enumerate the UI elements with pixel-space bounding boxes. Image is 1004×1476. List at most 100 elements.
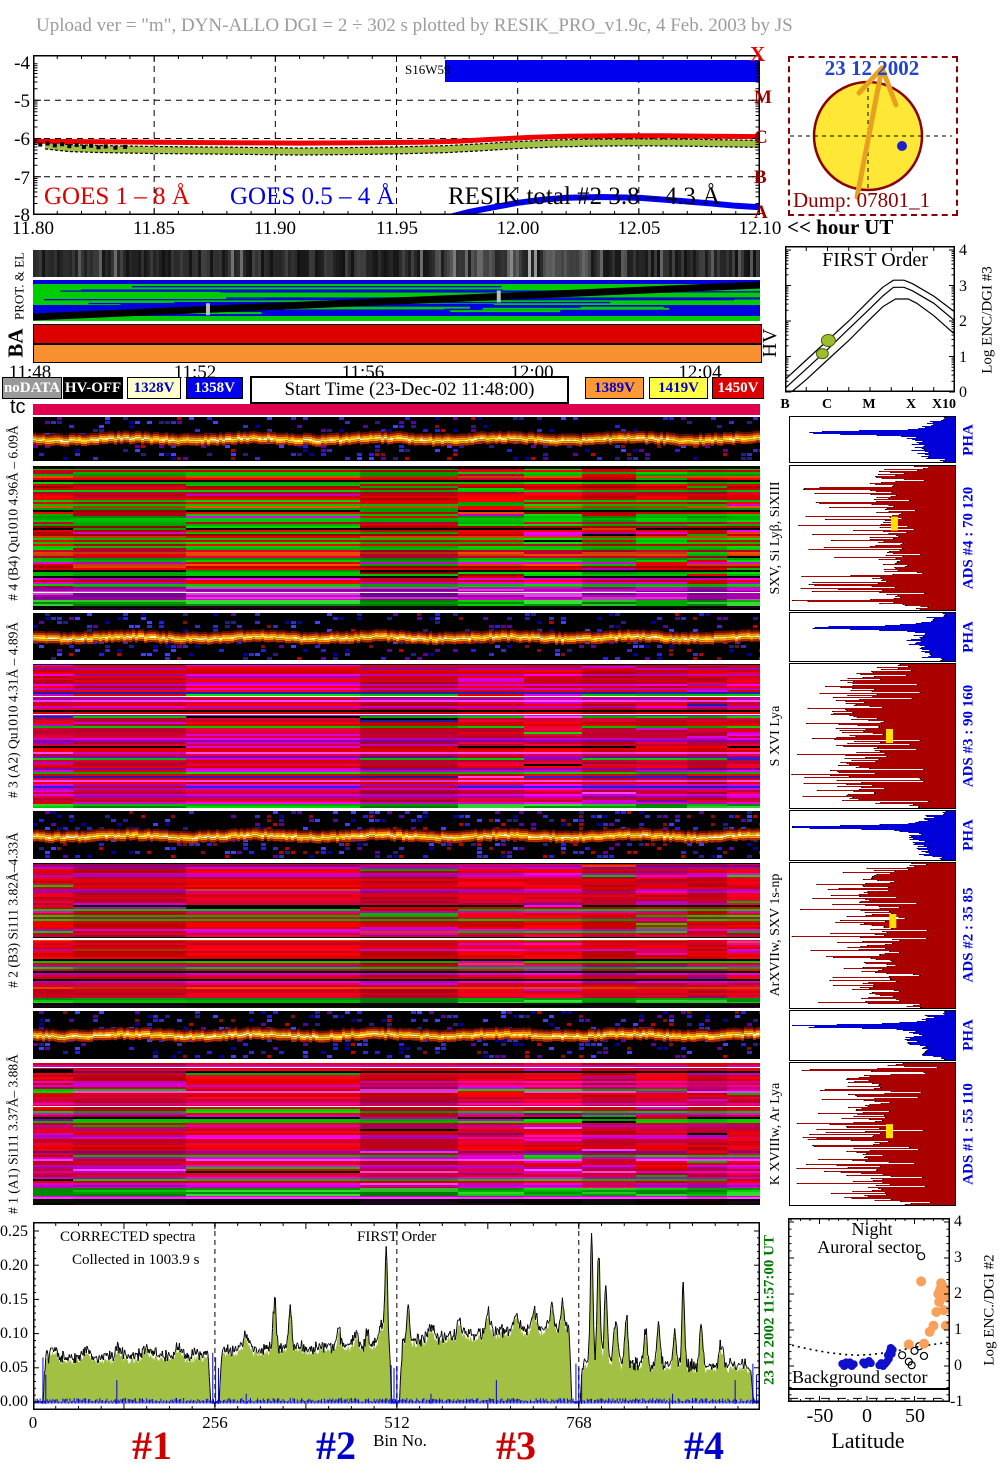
- spec-ytick: 0.10: [0, 1325, 28, 1342]
- latitude-scatter-plot: [788, 1218, 950, 1402]
- goes-legend-blue: GOES 0.5 – 4 Å: [230, 183, 395, 210]
- lat-ytick: -1: [950, 1393, 964, 1410]
- raw-spectrogram-2: [33, 811, 760, 860]
- tc-label: tc: [10, 396, 26, 418]
- ion-label-2: ArXVIIw, SXV 1s-np: [768, 873, 783, 997]
- channel3-label: # 3 (A2) Qu1010 4.31Å – 4.89Å: [5, 621, 21, 799]
- channel4-tag: #4: [684, 1423, 724, 1468]
- lat-ytick: 4: [954, 1213, 962, 1230]
- goes-ytick: -7: [14, 168, 30, 189]
- goes-ytick: -4: [14, 53, 30, 74]
- raw-spectrogram-3: [33, 613, 760, 661]
- fo-xletter: M: [862, 397, 876, 412]
- auroral-sector-label: Auroral sector: [817, 1237, 921, 1257]
- goes-ytick: -8: [14, 205, 30, 226]
- fo-xletter: X10: [931, 397, 957, 412]
- spec-note1: CORRECTED spectra: [60, 1229, 196, 1245]
- goes-xtick: 12.10: [738, 218, 782, 239]
- corrected-spectra-plot: [33, 1222, 760, 1410]
- channel2-spectrogram: [33, 863, 760, 1008]
- ads-histogram-1: [789, 1062, 956, 1206]
- raw-spectrogram-1: [33, 1011, 760, 1060]
- goes-class-x: X: [750, 42, 766, 66]
- goes-class-c: C: [754, 127, 768, 148]
- first-order-title: FIRST Order: [822, 249, 928, 271]
- channel4-label: # 4 (B4) Qu1010 4.96Å – 6.09Å: [5, 425, 21, 601]
- fo-xletter: C: [821, 397, 833, 412]
- ads2-label: ADS #2 : 35 85: [960, 887, 977, 983]
- goes-xtick: 11.90: [253, 218, 297, 239]
- channel1-label: # 1 (A1) Si111 3.37Å– 3.88Å: [5, 1054, 21, 1214]
- fo-xletter: X: [905, 397, 917, 412]
- ba-label: BA: [3, 328, 28, 358]
- ads-histogram-3: [789, 663, 956, 809]
- fo-ytick: 3: [959, 278, 967, 295]
- channel3-spectrogram: [33, 664, 760, 808]
- raw-spectrogram-4: [33, 417, 760, 462]
- legend-1419v: 1419V: [649, 377, 708, 399]
- legend-1358v: 1358V: [186, 377, 243, 399]
- spec-xtick: 768: [566, 1413, 592, 1432]
- legend-1450v: 1450V: [712, 377, 764, 399]
- channel1-spectrogram: [33, 1063, 760, 1205]
- hour-ut-label: << hour UT: [787, 215, 894, 239]
- proton-electron-strip: [33, 250, 760, 277]
- bin-no-label: Bin No.: [373, 1431, 427, 1450]
- flare-position-label: S16W59: [405, 62, 451, 77]
- page-title: Upload ver = "m", DYN-ALLO DGI = 2 ÷ 302…: [36, 15, 793, 36]
- lat-ytick: 3: [954, 1249, 962, 1266]
- spec-note2: Collected in 1003.9 s: [72, 1252, 200, 1268]
- fo-ytick: 0: [959, 384, 967, 401]
- goes-xtick: 12.00: [496, 218, 540, 239]
- goes-class-a: A: [754, 202, 768, 223]
- goes-class-m: M: [754, 87, 772, 108]
- ads3-label: ADS #3 : 90 160: [960, 684, 977, 788]
- goes-xtick: 12.05: [617, 218, 661, 239]
- ion-label-3: S XVI Lya: [768, 705, 783, 767]
- legend-1328v: 1328V: [127, 377, 181, 399]
- orbit-electron-strip: [33, 280, 760, 321]
- pha-histogram-1: [789, 1010, 956, 1061]
- sun-date: 23 12 2002: [824, 56, 920, 80]
- spec-xtick: 0: [28, 1413, 38, 1432]
- spec-note3: FIRST Order: [357, 1229, 437, 1245]
- dump-label: Dump: 07801_1: [793, 188, 931, 212]
- ion-label-1: K XVIIIw, Ar Lya: [768, 1082, 783, 1186]
- goes-legend-resik: RESIK total #2 3.8 – 4.3 Å: [448, 183, 721, 210]
- goes-class-b: B: [754, 167, 767, 188]
- prot-el-label: PROT. & EL: [11, 251, 27, 321]
- goes-xtick: 11.85: [132, 218, 176, 239]
- tc-status-bar: [33, 404, 760, 415]
- lat-ytick: 0: [954, 1357, 962, 1374]
- spec-ytick: 0.05: [0, 1359, 28, 1376]
- pha-histogram-2: [789, 810, 956, 861]
- fo-xletter: B: [780, 397, 790, 412]
- pha-histogram-3: [789, 612, 956, 662]
- ion-label-4: SXV, Si Lyβ, SiXIII: [768, 481, 783, 595]
- spec-ytick: 0.20: [0, 1257, 28, 1274]
- legend-1389v: 1389V: [585, 377, 644, 399]
- fo-ytick: 4: [959, 242, 967, 259]
- background-sector-label: Background sector: [792, 1367, 928, 1387]
- goes-ytick: -6: [14, 129, 30, 150]
- goes-xtick: 11.80: [11, 218, 55, 239]
- hv-label: HV: [759, 328, 781, 358]
- first-order-plot: [785, 246, 955, 393]
- lat-ytick: 2: [954, 1285, 962, 1302]
- ba-strip-orange: [33, 344, 762, 363]
- lat-ylabel: Log ENC./DGI #2: [981, 1254, 998, 1366]
- spec-ytick: 0.00: [0, 1393, 28, 1410]
- night-label: Night: [851, 1219, 893, 1239]
- ba-strip-red: [33, 324, 762, 344]
- lat-xtick: 0: [862, 1405, 872, 1427]
- lat-xtick: 50: [905, 1405, 925, 1427]
- spec-ytick: 0.15: [0, 1291, 28, 1308]
- goes-flux-plot: [33, 55, 760, 215]
- spec-xtick: 256: [202, 1413, 228, 1432]
- channel3-tag: #3: [496, 1423, 536, 1468]
- channel1-tag: #1: [132, 1423, 172, 1468]
- goes-ytick: -5: [14, 91, 30, 112]
- ads-histogram-4: [789, 465, 956, 611]
- legend-nodata: noDATA: [2, 377, 62, 399]
